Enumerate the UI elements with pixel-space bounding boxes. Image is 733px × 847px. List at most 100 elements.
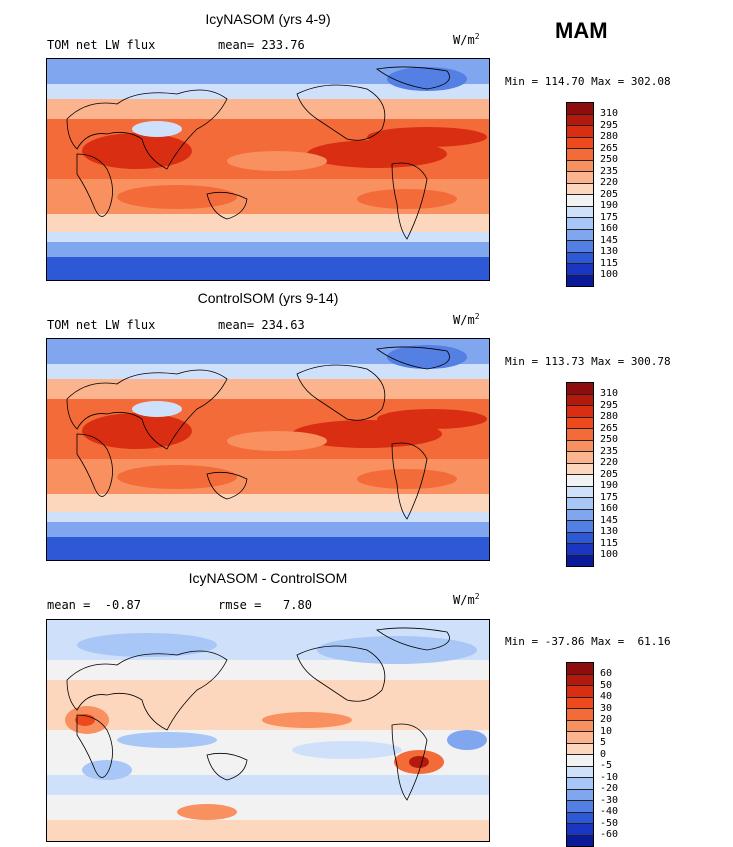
panel1-map xyxy=(46,58,490,281)
panel3-rmse-label: rmse = 7.80 xyxy=(218,598,312,612)
colorbar-tick-label: 280 xyxy=(600,131,619,142)
colorbar-swatch xyxy=(567,811,593,823)
colorbar-swatch xyxy=(567,383,593,394)
colorbar-swatch xyxy=(567,777,593,789)
panel3-colorbar xyxy=(566,662,594,847)
colorbar-swatch xyxy=(567,696,593,708)
colorbar-swatch xyxy=(567,451,593,463)
colorbar-tick-label: 220 xyxy=(600,177,619,188)
colorbar-tick-label: 265 xyxy=(600,142,619,154)
colorbar-swatch xyxy=(567,148,593,160)
colorbar-tick-label: 160 xyxy=(600,223,619,234)
colorbar-swatch xyxy=(567,520,593,532)
colorbar-swatch xyxy=(567,217,593,229)
colorbar-swatch xyxy=(567,194,593,206)
colorbar-swatch xyxy=(567,742,593,754)
colorbar-swatch xyxy=(567,428,593,440)
panel3-map-field xyxy=(47,620,489,841)
colorbar-tick-label: 0 xyxy=(600,748,607,760)
colorbar-tick-label: 205 xyxy=(600,188,619,200)
season-label: MAM xyxy=(555,18,608,43)
panel2-title: ControlSOM (yrs 9-14) xyxy=(197,290,339,306)
colorbar-swatch xyxy=(567,708,593,720)
colorbar-tick-label: 235 xyxy=(600,445,619,457)
colorbar-swatch xyxy=(567,182,593,194)
colorbar-tick-label: 145 xyxy=(600,234,619,246)
panel3-minmax: Min = -37.86 Max = 61.16 xyxy=(505,635,671,648)
panel1-title: IcyNASOM (yrs 4-9) xyxy=(205,11,331,27)
colorbar-swatch xyxy=(567,113,593,125)
colorbar-swatch xyxy=(567,719,593,731)
panel1-minmax: Min = 114.70 Max = 302.08 xyxy=(505,75,671,88)
colorbar-swatch xyxy=(567,554,593,566)
colorbar-tick-label: 145 xyxy=(600,514,619,526)
colorbar-tick-label: 175 xyxy=(600,211,619,223)
colorbar-swatch xyxy=(567,497,593,509)
panel2-mean-label: mean= 234.63 xyxy=(218,318,305,332)
colorbar-tick-label: 220 xyxy=(600,457,619,468)
panel2-colorbar-labels: 310 295 280 265 250 235 220 205 190 175 160 145 130 1… xyxy=(600,388,618,561)
colorbar-swatch xyxy=(567,393,593,405)
colorbar-tick-label: 60 xyxy=(600,668,613,679)
colorbar-tick-label: -40 xyxy=(600,806,619,817)
colorbar-swatch xyxy=(567,240,593,252)
colorbar-swatch xyxy=(567,531,593,543)
colorbar-swatch xyxy=(567,136,593,148)
colorbar-swatch xyxy=(567,228,593,240)
colorbar-tick-label: 100 xyxy=(600,549,619,560)
colorbar-swatch xyxy=(567,263,593,275)
colorbar-tick-label: 5 xyxy=(600,737,607,748)
colorbar-swatch xyxy=(567,800,593,812)
colorbar-swatch xyxy=(567,788,593,800)
panel2-minmax: Min = 113.73 Max = 300.78 xyxy=(505,355,671,368)
colorbar-tick-label: 100 xyxy=(600,269,619,280)
colorbar-tick-label: -20 xyxy=(600,783,619,794)
panel2-colorbar xyxy=(566,382,594,567)
colorbar-swatch xyxy=(567,171,593,183)
panel1-map-field xyxy=(47,59,489,280)
colorbar-swatch xyxy=(567,205,593,217)
colorbar-swatch xyxy=(567,663,593,674)
panel1-colorbar xyxy=(566,102,594,287)
panel3-title: IcyNASOM - ControlSOM xyxy=(188,570,348,586)
colorbar-tick-label: 295 xyxy=(600,399,619,411)
colorbar-tick-label: 50 xyxy=(600,679,613,691)
panel2-map xyxy=(46,338,490,561)
panel1-mean-label: mean= 233.76 xyxy=(218,38,305,52)
colorbar-tick-label: 115 xyxy=(600,537,619,549)
colorbar-swatch xyxy=(567,462,593,474)
panel1-variable-label: TOM net LW flux xyxy=(47,38,156,52)
panel3-colorbar-labels: 60 50 40 30 20 10 5 0 -5 -10 -20 -30 -40 -50 -60 xyxy=(600,668,618,841)
colorbar-swatch xyxy=(567,731,593,743)
colorbar-tick-label: 130 xyxy=(600,526,619,537)
colorbar-tick-label: 280 xyxy=(600,411,619,422)
colorbar-swatch xyxy=(567,765,593,777)
colorbar-swatch xyxy=(567,673,593,685)
panel1-units: W/m2 xyxy=(453,32,480,47)
panel3-mean-label: mean = -0.87 xyxy=(47,598,141,612)
colorbar-tick-label: 265 xyxy=(600,422,619,434)
colorbar-swatch xyxy=(567,439,593,451)
panel2-variable-label: TOM net LW flux xyxy=(47,318,156,332)
colorbar-tick-label: 20 xyxy=(600,714,613,725)
colorbar-tick-label: 40 xyxy=(600,691,613,702)
colorbar-swatch xyxy=(567,251,593,263)
colorbar-tick-label: 205 xyxy=(600,468,619,480)
colorbar-swatch xyxy=(567,274,593,286)
panel2-map-field xyxy=(47,339,489,560)
colorbar-tick-label: 175 xyxy=(600,491,619,503)
colorbar-swatch xyxy=(567,405,593,417)
colorbar-swatch xyxy=(567,685,593,697)
panel3-units: W/m2 xyxy=(453,592,480,607)
colorbar-tick-label: -30 xyxy=(600,794,619,806)
colorbar-tick-label: -50 xyxy=(600,817,619,829)
colorbar-tick-label: 115 xyxy=(600,257,619,269)
colorbar-tick-label: 190 xyxy=(600,480,619,491)
colorbar-swatch xyxy=(567,125,593,137)
colorbar-tick-label: 190 xyxy=(600,200,619,211)
colorbar-swatch xyxy=(567,474,593,486)
colorbar-tick-label: 310 xyxy=(600,388,619,399)
colorbar-swatch xyxy=(567,754,593,766)
colorbar-tick-label: 30 xyxy=(600,702,613,714)
panel1-colorbar-labels: 310 295 280 265 250 235 220 205 190 175 160 145 130 1… xyxy=(600,108,618,281)
